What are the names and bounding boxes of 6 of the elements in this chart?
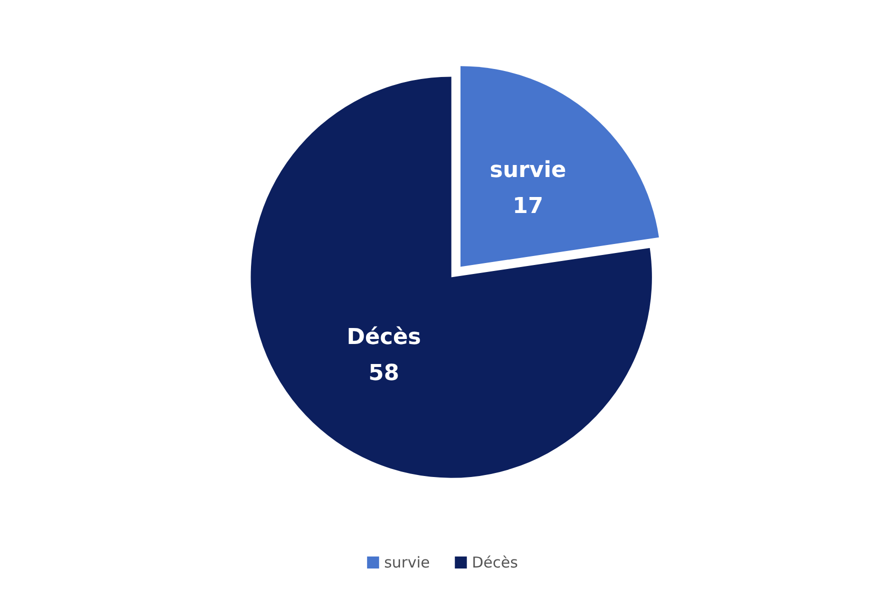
slice-label: Décès	[346, 325, 421, 350]
data-label: 58	[368, 361, 400, 386]
data-label: 17	[512, 194, 544, 220]
slice-label: survie	[490, 158, 566, 184]
legend-label: survie	[384, 554, 430, 572]
legend-label: Décès	[472, 554, 518, 572]
